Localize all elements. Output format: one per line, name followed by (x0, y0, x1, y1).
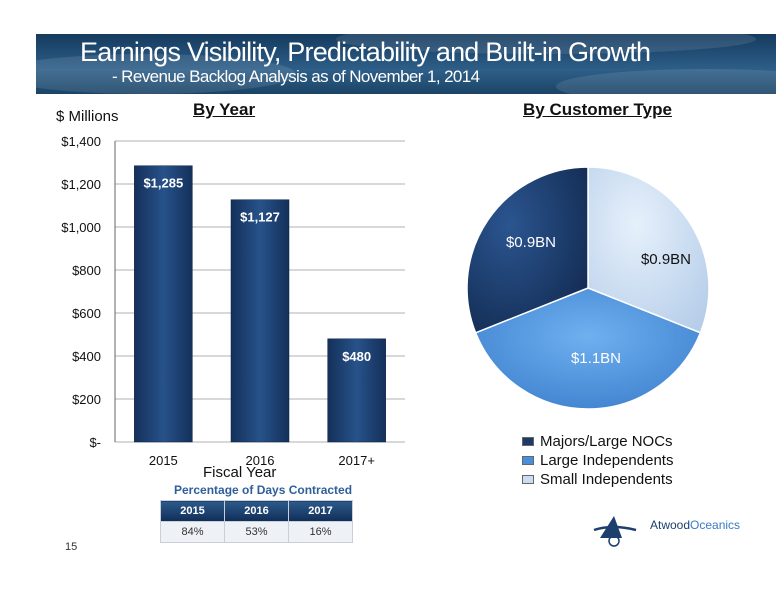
y-tick-label: $600 (72, 306, 101, 321)
y-tick-label: $1,200 (61, 177, 101, 192)
bar-data-label: $1,127 (240, 210, 280, 225)
legend-label-small: Small Independents (540, 471, 673, 488)
y-tick-label: $400 (72, 349, 101, 364)
legend-label-majors: Majors/Large NOCs (540, 433, 673, 450)
pie-legend: Majors/Large NOCs Large Independents Sma… (522, 432, 673, 489)
pie-data-label: $1.1BN (571, 350, 621, 367)
bar-data-label: $1,285 (143, 176, 183, 191)
atwood-logo-icon (593, 516, 637, 547)
bar (327, 338, 386, 443)
by-customer-heading: By Customer Type (523, 100, 672, 119)
x-axis-label: Fiscal Year (203, 464, 277, 481)
by-year-heading: By Year (193, 100, 256, 119)
bar (134, 165, 193, 443)
pct-table-title: Percentage of Days Contracted (174, 483, 353, 497)
y-tick-label: $800 (72, 263, 101, 278)
legend-item-large: Large Independents (522, 451, 673, 470)
pie-slice (587, 166, 710, 334)
legend-swatch-small (522, 475, 534, 484)
page-number: 15 (65, 541, 78, 553)
legend-swatch-large (522, 456, 534, 465)
x-tick-label: 2016 (246, 453, 275, 468)
page-subtitle: - Revenue Backlog Analysis as of Novembe… (112, 67, 480, 86)
x-tick-label: 2017+ (338, 453, 375, 468)
bar-data-label: $480 (342, 349, 371, 364)
pct-header-2016: 2016 (224, 500, 289, 522)
legend-item-majors: Majors/Large NOCs (522, 432, 673, 451)
legend-swatch-majors (522, 437, 534, 446)
y-tick-label: $1,400 (61, 134, 101, 149)
pct-header-2017: 2017 (288, 500, 353, 522)
pct-table: 2015 2016 2017 84% 53% 16% (160, 500, 353, 543)
pct-header-2015: 2015 (160, 500, 225, 522)
legend-item-small: Small Independents (522, 470, 673, 489)
pie-slice (474, 287, 702, 410)
bar (230, 199, 290, 443)
pie-slice (466, 166, 589, 334)
pct-value-2016: 53% (224, 521, 289, 543)
title-banner (36, 34, 776, 94)
logo-text: AtwoodOceanics (650, 518, 740, 532)
pie-data-label: $0.9BN (506, 234, 556, 251)
y-tick-label: $- (89, 435, 101, 450)
pie-data-label: $0.9BN (641, 251, 691, 268)
y-tick-label: $1,000 (61, 220, 101, 235)
unit-label: $ Millions (56, 108, 119, 125)
pct-value-2015: 84% (160, 521, 225, 543)
y-tick-label: $200 (72, 392, 101, 407)
pct-value-2017: 16% (288, 521, 353, 543)
logo-text-part1: Atwood (650, 518, 691, 532)
logo-text-part2: Oceanics (690, 518, 741, 532)
legend-label-large: Large Independents (540, 452, 674, 469)
x-tick-label: 2015 (149, 453, 178, 468)
page-title: Earnings Visibility, Predictability and … (80, 37, 651, 67)
